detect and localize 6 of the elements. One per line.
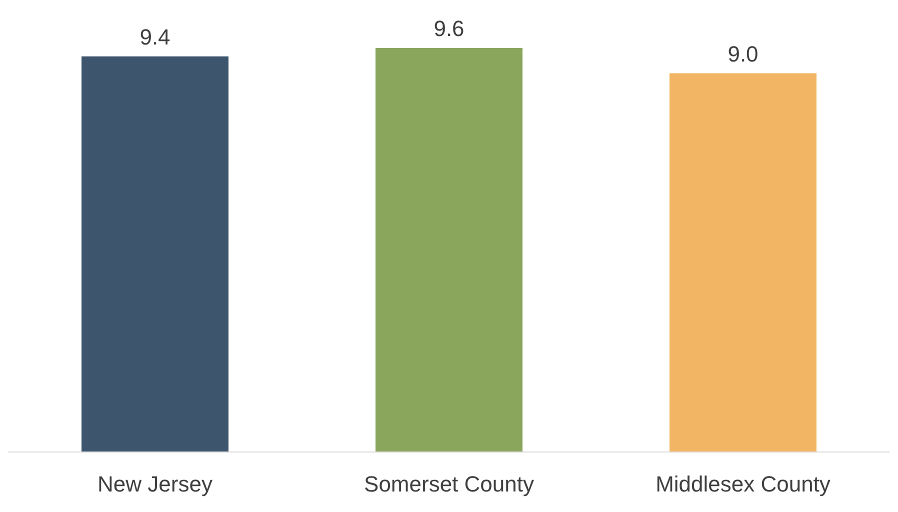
data-label: 9.6 <box>434 16 464 41</box>
x-tick-label: New Jersey <box>98 472 212 497</box>
x-tick-label: Somerset County <box>364 472 534 497</box>
data-label: 9.4 <box>140 24 170 50</box>
data-label: 9.0 <box>728 41 758 66</box>
x-tick-label: Middlesex County <box>656 472 830 497</box>
